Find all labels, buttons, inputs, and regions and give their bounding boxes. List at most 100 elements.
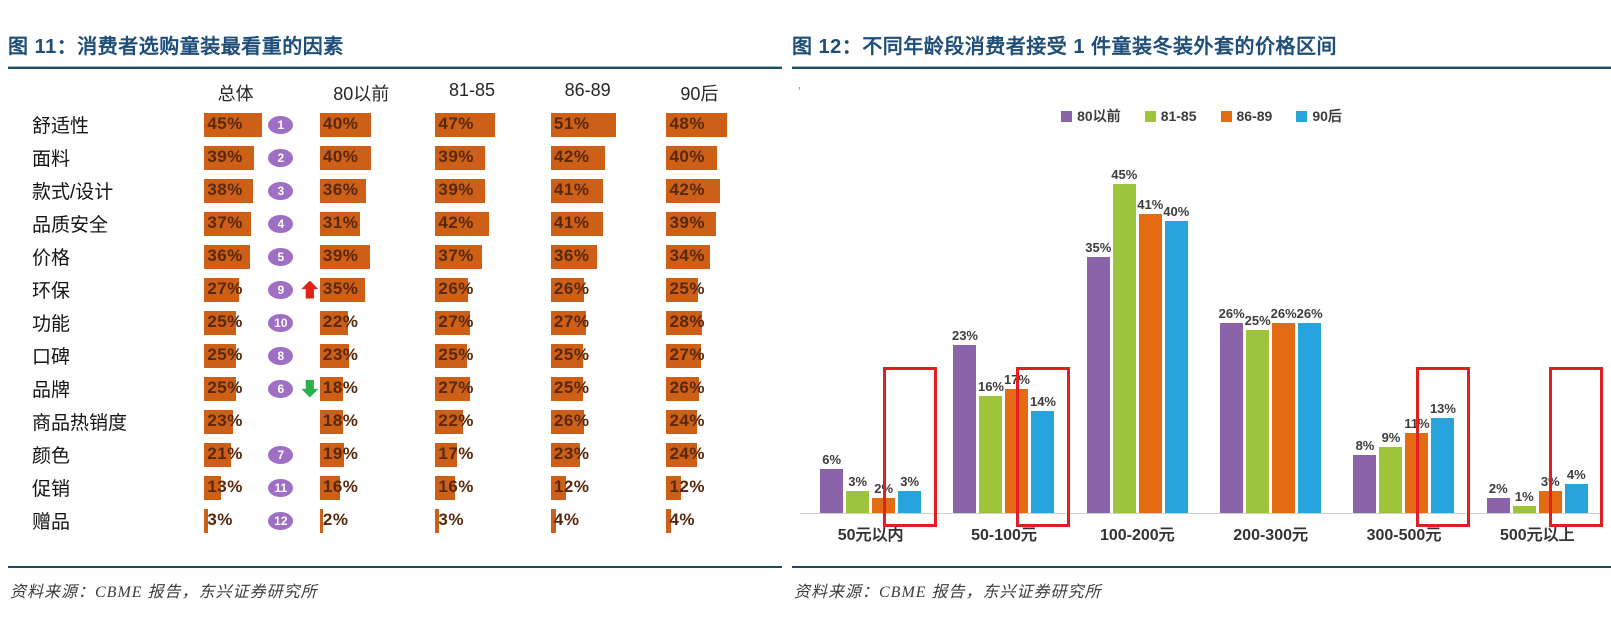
- factor-value: 25%: [669, 278, 705, 298]
- factor-value: 36%: [207, 245, 243, 265]
- factor-value: 42%: [669, 179, 705, 199]
- factor-value: 18%: [322, 377, 359, 397]
- factor-bar: [319, 343, 349, 368]
- factor-bar: [204, 475, 222, 500]
- factor-value: 36%: [322, 179, 359, 199]
- factor-value: 27%: [207, 278, 243, 298]
- factor-cell: 36%: [550, 244, 667, 270]
- factor-cell: 39%: [666, 211, 782, 237]
- factor-bar: [550, 277, 584, 302]
- bar-86-89: 26%: [1271, 306, 1297, 513]
- table-row: 面料 39% 2 40% 39% 42% 40%: [10, 141, 782, 174]
- factor-cell: 38% 3: [204, 178, 320, 204]
- factor-value: 2%: [322, 509, 349, 529]
- factor-value: 51%: [553, 113, 590, 133]
- factor-cell: 25%: [435, 343, 551, 369]
- factor-value: 39%: [438, 146, 474, 166]
- factor-label: 环保: [32, 281, 71, 302]
- bar-81-85: 45%: [1111, 167, 1137, 513]
- factor-value: 40%: [669, 146, 705, 166]
- factor-label: 价格: [32, 248, 71, 269]
- highlight-box: [1015, 367, 1070, 527]
- factor-cell: 24%: [666, 409, 782, 435]
- factor-value: 47%: [438, 113, 474, 133]
- column-header-3: 81-85: [448, 80, 496, 100]
- column-header-5: 90后: [680, 84, 719, 104]
- bar-80以前: 26%: [1219, 306, 1245, 513]
- table-row: 商品热销度 23% 18% 22% 26% 24%: [10, 405, 782, 438]
- factor-bar: [666, 112, 728, 137]
- rank-badge: 1: [268, 115, 294, 134]
- factor-bar: [204, 442, 232, 467]
- factor-cell: 25%: [550, 376, 667, 402]
- table-row: 颜色 21% 7 19% 17% 23% 24%: [10, 438, 782, 471]
- factor-value: 19%: [322, 443, 359, 463]
- bar-group-1: 6% 3% 2% 3%: [804, 173, 937, 527]
- factor-bar: [666, 409, 698, 434]
- legend-swatch-icon: [1061, 110, 1073, 122]
- factor-label: 促销: [32, 479, 71, 500]
- factor-value: 31%: [322, 212, 359, 232]
- factor-bar: [666, 178, 721, 203]
- table-row: 功能 25% 10 22% 27% 27% 28%: [10, 306, 782, 339]
- column-header-1: 总体: [217, 84, 254, 104]
- factor-label: 款式/设计: [32, 182, 114, 203]
- rank-badge: 7: [268, 445, 294, 464]
- factor-cell: 25% 8: [204, 343, 320, 369]
- factor-bar: [204, 244, 251, 269]
- factor-value: 26%: [669, 377, 705, 397]
- factor-cell: 21% 7: [204, 442, 320, 468]
- factor-cell: 4%: [666, 508, 782, 534]
- bar-80以前: 35%: [1085, 240, 1111, 513]
- factor-bar: [319, 376, 343, 401]
- factor-cell: 23%: [550, 442, 667, 468]
- factor-cell: 36% 5: [204, 244, 320, 270]
- factor-cell: 40%: [319, 145, 436, 171]
- bar-value-label: 8%: [1355, 438, 1375, 453]
- factor-cell: 42%: [435, 211, 551, 237]
- x-axis-baseline: [800, 513, 1600, 514]
- factor-value: 36%: [553, 245, 590, 265]
- factor-bar: [435, 112, 496, 137]
- factor-value: 25%: [207, 377, 243, 397]
- factor-value: 21%: [207, 443, 243, 463]
- factor-cell: 3% 12: [204, 508, 320, 534]
- legend-swatch-icon: [1220, 110, 1232, 122]
- factor-value: 24%: [669, 410, 705, 430]
- factor-bar: [550, 145, 605, 170]
- bar-value-label: 14%: [1029, 394, 1056, 409]
- factor-label: 品质安全: [32, 215, 109, 236]
- trend-up-arrow-icon: [301, 280, 319, 299]
- factor-bar: [435, 343, 468, 368]
- factor-cell: 12%: [666, 475, 782, 501]
- factor-bar: [666, 145, 718, 170]
- factor-bar: [319, 145, 371, 170]
- factor-cell: 39%: [435, 178, 551, 204]
- figure-11-source: 资料来源：CBME 报告，东兴证券研究所: [10, 584, 318, 601]
- bar-value-label: 4%: [1566, 467, 1586, 482]
- bar-value-label: 1%: [1514, 489, 1534, 504]
- bar-81-85: 25%: [1245, 313, 1271, 513]
- factor-bar: [204, 376, 237, 401]
- factor-bar: [435, 244, 483, 269]
- factor-value: 45%: [207, 113, 243, 133]
- factor-cell: 48%: [666, 112, 782, 138]
- factor-cell: 23%: [204, 409, 320, 435]
- factor-cell: 17%: [435, 442, 551, 468]
- legend-label: 90后: [1312, 108, 1342, 124]
- bar-value-label: 26%: [1296, 306, 1323, 321]
- factor-bar: [550, 244, 597, 269]
- bar-81-85: 1%: [1512, 489, 1536, 513]
- factor-bar: [204, 112, 263, 137]
- factor-value: 25%: [207, 311, 243, 331]
- factor-cell: 36%: [319, 178, 436, 204]
- factor-bar: [204, 508, 209, 533]
- column-header-4: 86-89: [564, 80, 611, 100]
- factor-value: 13%: [207, 476, 243, 496]
- bar-value-label: 9%: [1381, 430, 1401, 445]
- factor-cell: 16%: [319, 475, 436, 501]
- factor-bar: [435, 442, 458, 467]
- factor-bar: [435, 277, 469, 302]
- factor-cell: 34%: [666, 244, 782, 270]
- factor-cell: 25% 6: [204, 376, 320, 402]
